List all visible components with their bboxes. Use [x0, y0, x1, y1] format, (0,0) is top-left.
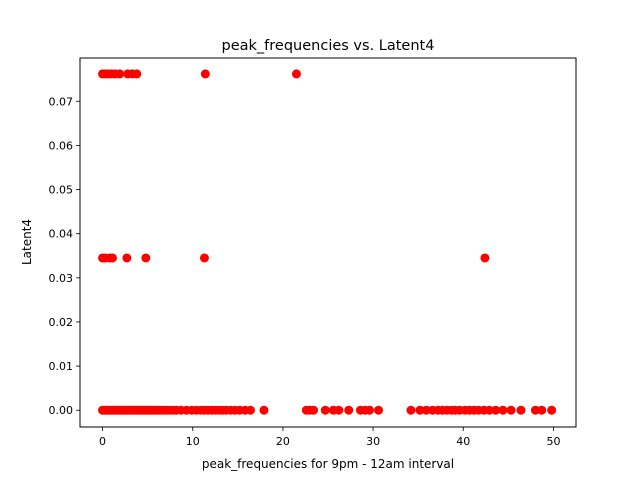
data-point	[516, 405, 526, 415]
data-point	[200, 69, 210, 79]
data-point	[537, 405, 547, 415]
data-points	[98, 69, 557, 415]
data-point	[506, 405, 516, 415]
data-point	[141, 253, 151, 263]
x-tick-label: 20	[276, 435, 290, 448]
x-tick-label: 50	[546, 435, 560, 448]
plot-area-frame	[79, 57, 577, 428]
data-point	[132, 69, 142, 79]
y-tick-label: 0.04	[49, 228, 74, 241]
data-point	[491, 405, 501, 415]
data-point	[245, 405, 255, 415]
data-point	[364, 405, 374, 415]
y-tick-label: 0.07	[49, 95, 74, 108]
x-tick-label: 30	[366, 435, 380, 448]
x-tick-label: 0	[99, 435, 106, 448]
data-point	[291, 69, 301, 79]
data-point	[480, 253, 490, 263]
x-tick-label: 40	[456, 435, 470, 448]
x-axis-ticks: 0 10 20 30 40 50	[99, 427, 560, 448]
data-point	[484, 405, 494, 415]
data-point	[122, 253, 132, 263]
data-point	[344, 405, 354, 415]
data-point	[530, 405, 540, 415]
data-point	[547, 405, 557, 415]
data-point	[498, 405, 508, 415]
data-point	[199, 253, 209, 263]
y-tick-label: 0.03	[49, 272, 74, 285]
y-tick-label: 0.05	[49, 184, 74, 197]
data-point	[374, 405, 383, 415]
y-axis-label: Latent4	[20, 219, 34, 265]
data-point	[115, 69, 125, 79]
data-point	[259, 405, 269, 415]
y-tick-label: 0.06	[49, 139, 74, 152]
y-tick-label: 0.00	[49, 404, 74, 417]
data-point	[320, 405, 330, 415]
x-axis-label: peak_frequencies for 9pm - 12am interval	[202, 457, 454, 471]
data-point	[406, 405, 416, 415]
data-point	[334, 405, 344, 415]
y-tick-label: 0.01	[49, 360, 74, 373]
data-point	[107, 253, 117, 263]
data-point	[415, 405, 425, 415]
data-point	[421, 405, 431, 415]
chart-title: peak_frequencies vs. Latent4	[222, 38, 435, 54]
y-tick-label: 0.02	[49, 316, 74, 329]
y-axis-ticks: 0.00 0.01 0.02 0.03 0.04 0.05 0.06 0.07	[49, 95, 80, 417]
data-point	[309, 405, 319, 415]
x-tick-label: 10	[186, 435, 200, 448]
